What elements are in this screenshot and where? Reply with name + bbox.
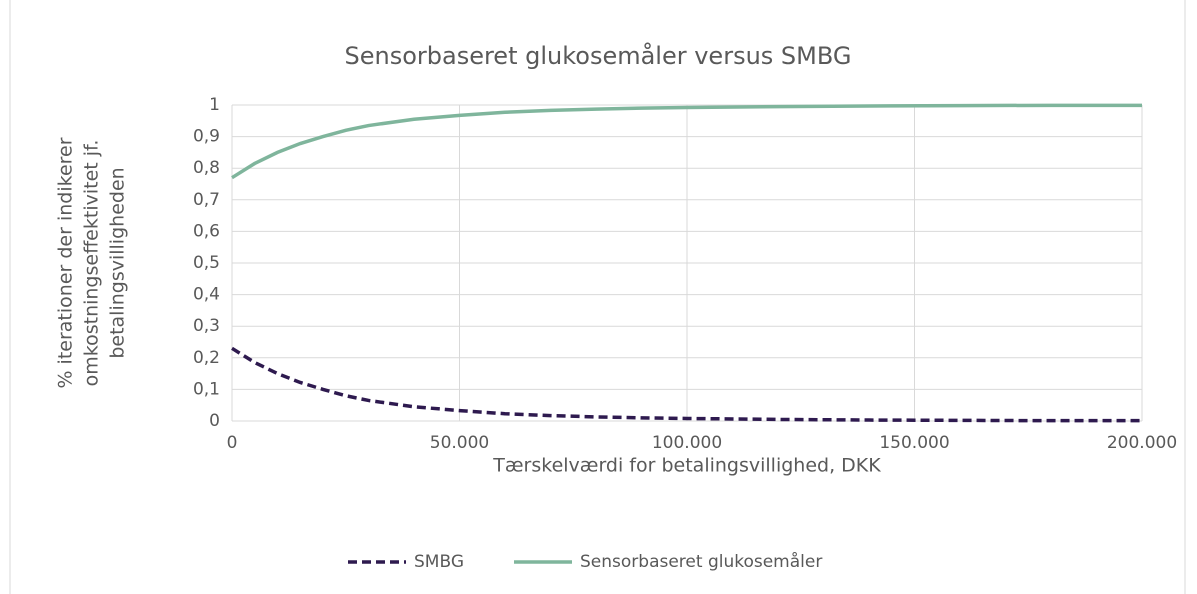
y-axis-label-line: omkostningseffektivitet jf. [81, 140, 103, 387]
y-axis-label: % iterationer der indikerer omkostningse… [55, 137, 129, 388]
y-tick-label: 0,9 [193, 127, 220, 147]
y-tick-label: 0,5 [193, 253, 220, 273]
y-tick-label: 0,6 [193, 221, 220, 241]
y-tick-label: 0,7 [193, 190, 220, 210]
y-tick-label: 0,8 [193, 158, 220, 178]
y-tick-label: 0,4 [193, 285, 220, 305]
chart-border [9, 0, 1186, 594]
y-tick-label: 0,1 [193, 379, 220, 399]
x-tick-label: 50.000 [430, 433, 489, 453]
x-tick-label: 200.000 [1107, 433, 1177, 453]
y-tick-label: 0,2 [193, 348, 220, 368]
series-line [231, 103, 1142, 180]
y-axis-label-line: betalingsvilligheden [107, 167, 129, 358]
x-tick-label: 0 [227, 433, 238, 453]
y-axis-label-line: % iterationer der indikerer [55, 137, 77, 388]
legend-label: SMBG [414, 552, 464, 572]
x-tick-label: 100.000 [652, 433, 722, 453]
x-tick-label: 150.000 [879, 433, 949, 453]
chart-title: Sensorbaseret glukosemåler versus SMBG [344, 41, 851, 70]
legend-label: Sensorbaseret glukosemåler [580, 551, 822, 572]
series-line [231, 346, 1142, 423]
y-tick-label: 0 [209, 411, 220, 431]
y-tick-label: 0,3 [193, 316, 220, 336]
y-tick-label: 1 [209, 95, 220, 115]
x-axis-label: Tærskelværdi for betalingsvillighed, DKK [492, 455, 881, 477]
